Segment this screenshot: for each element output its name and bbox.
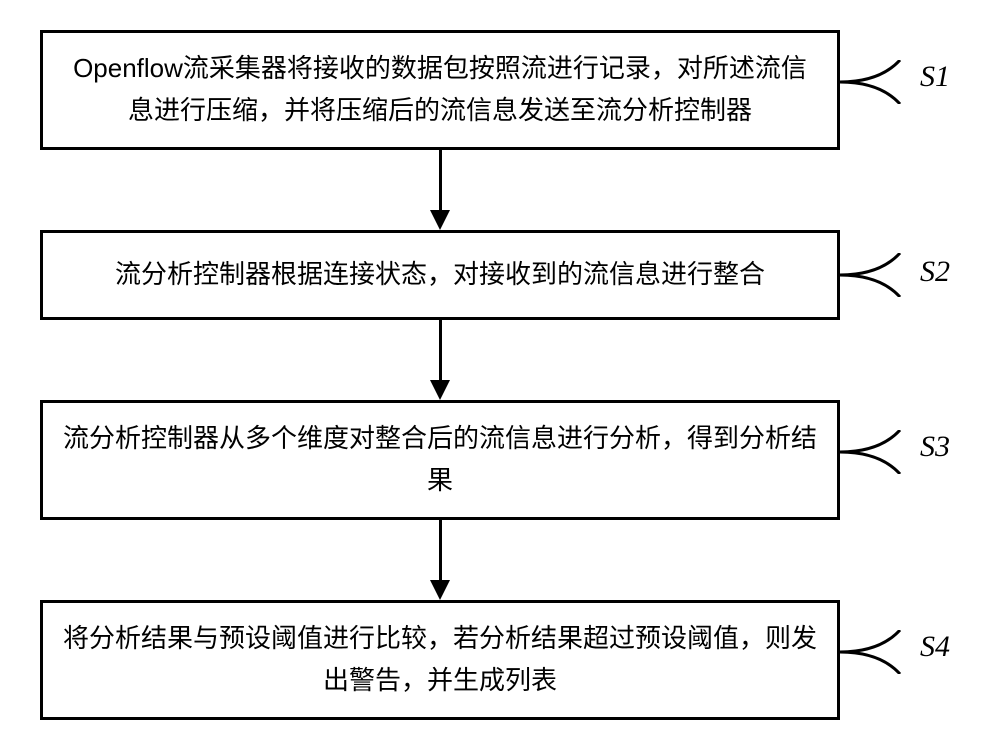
arrow-1-head xyxy=(430,210,450,230)
arrow-2-head xyxy=(430,380,450,400)
connector-s2 xyxy=(840,253,920,297)
connector-s3 xyxy=(840,430,920,474)
step-s4-label: S4 xyxy=(920,630,950,664)
arrow-3-head xyxy=(430,580,450,600)
step-s1-box: Openflow流采集器将接收的数据包按照流进行记录，对所述流信息进行压缩，并将… xyxy=(40,30,840,150)
step-s1-text: Openflow流采集器将接收的数据包按照流进行记录，对所述流信息进行压缩，并将… xyxy=(63,48,817,131)
step-s3-label: S3 xyxy=(920,430,950,464)
step-s4-text: 将分析结果与预设阈值进行比较，若分析结果超过预设阈值，则发出警告，并生成列表 xyxy=(63,618,817,701)
arrow-1-shaft xyxy=(439,150,442,212)
step-s2-text: 流分析控制器根据连接状态，对接收到的流信息进行整合 xyxy=(115,254,765,296)
arrow-2-shaft xyxy=(439,320,442,382)
step-s4-box: 将分析结果与预设阈值进行比较，若分析结果超过预设阈值，则发出警告，并生成列表 xyxy=(40,600,840,720)
step-s2-label: S2 xyxy=(920,255,950,289)
step-s2-box: 流分析控制器根据连接状态，对接收到的流信息进行整合 xyxy=(40,230,840,320)
step-s1-label: S1 xyxy=(920,60,950,94)
step-s3-box: 流分析控制器从多个维度对整合后的流信息进行分析，得到分析结果 xyxy=(40,400,840,520)
connector-s4 xyxy=(840,630,920,674)
step-s3-text: 流分析控制器从多个维度对整合后的流信息进行分析，得到分析结果 xyxy=(63,418,817,501)
flowchart-canvas: Openflow流采集器将接收的数据包按照流进行记录，对所述流信息进行压缩，并将… xyxy=(0,0,1000,740)
arrow-3-shaft xyxy=(439,520,442,582)
connector-s1 xyxy=(840,60,920,104)
